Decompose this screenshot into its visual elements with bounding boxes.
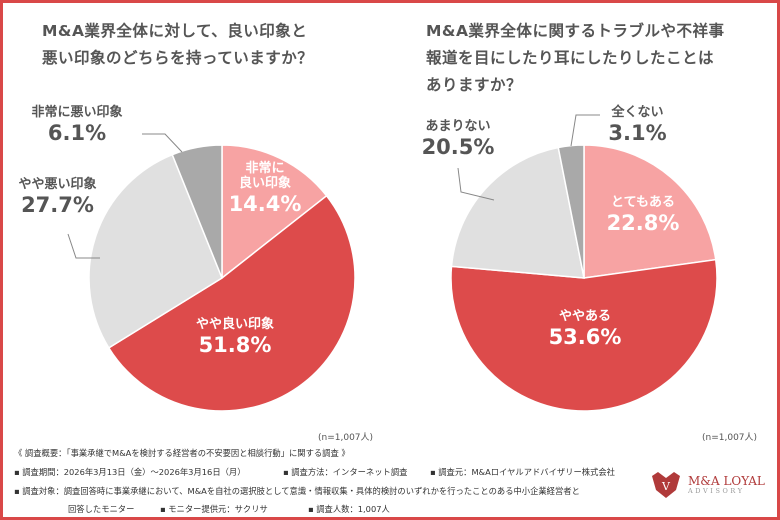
company-logo: V M&A LOYAL ADVISORY <box>648 470 765 500</box>
slice-label-somewhat-bad: やや悪い印象 27.7% <box>18 177 97 217</box>
slice-label-somewhat: ややある 53.6% <box>548 309 622 349</box>
slice-label-very-much: とてもある 22.8% <box>606 195 680 235</box>
footer-org: ▪ 調査元：M&Aロイヤルアドバイザリー株式会社 <box>430 467 615 477</box>
pie-slice-1-1 <box>221 144 328 280</box>
chart2-sample-size: (n=1,007人) <box>702 433 758 443</box>
slice-label-not-at-all: 全くない 3.1% <box>608 105 667 145</box>
leader-line-very-bad <box>142 133 183 153</box>
slice-label-very-bad: 非常に悪い印象 6.1% <box>31 105 123 145</box>
pie-slice-2-2 <box>450 258 718 412</box>
pie-chart-1 <box>88 144 356 412</box>
leader-line-not-at-all <box>570 114 600 147</box>
svg-text:V: V <box>661 480 671 493</box>
slice-label-not-much: あまりない 20.5% <box>421 119 495 159</box>
pie-slice-2-1 <box>583 144 717 279</box>
logo-sub-text: ADVISORY <box>688 487 745 495</box>
chart1-title: M&A業界全体に対して、良い印象と 悪い印象のどちらを持っていますか？ <box>42 22 314 67</box>
leader-line-somewhat-bad <box>67 233 100 259</box>
leader-line-not-much <box>457 167 495 201</box>
footer-method: ▪ 調査方法：インターネット調査 <box>283 467 408 477</box>
pie-slice-2-3 <box>450 146 585 279</box>
crest-icon: V <box>652 472 680 498</box>
pie-slice-1-4 <box>171 144 223 279</box>
chart1-sample-size: (n=1,007人) <box>318 433 374 443</box>
footer-target: ▪ 調査対象：調査回答時に事業承継において、M&Aを自社の選択肢として意識・情報… <box>14 486 580 496</box>
pie-slice-1-2 <box>107 194 356 412</box>
slice-label-somewhat-good: やや良い印象 51.8% <box>195 317 274 357</box>
footer-period: ▪ 調査期間：2026年3月13日（金）～2026年3月16日（月） <box>14 467 246 477</box>
pie-chart-2 <box>450 144 718 412</box>
logo-main-text: M&A LOYAL <box>688 474 765 488</box>
footer-survey-title: 《 調査概要：「事業承継でM&Aを検討する経営者の不安要因と相談行動」に関する調… <box>14 448 350 458</box>
pie-slice-1-3 <box>88 153 223 349</box>
footer-provider: ▪ モニター提供元：サクリサ <box>160 504 268 514</box>
footer-target-cont: 回答したモニター <box>68 504 135 514</box>
footer-count: ▪ 調査人数：1,007人 <box>308 504 390 514</box>
chart2-title: M&A業界全体に関するトラブルや不祥事 報道を目にしたり耳にしたりしたことは あ… <box>426 22 725 94</box>
slice-label-very-good: 非常に 良い印象 14.4% <box>228 161 302 216</box>
